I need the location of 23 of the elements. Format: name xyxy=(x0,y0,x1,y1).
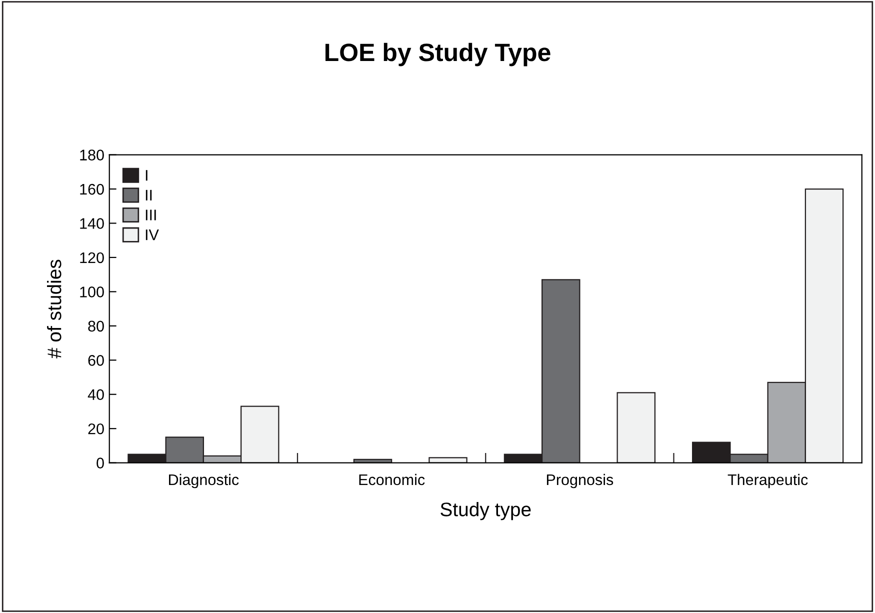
x-tick-label: Diagnostic xyxy=(169,474,239,488)
y-tick-label: 100 xyxy=(80,286,104,298)
y-tick-label: 140 xyxy=(80,218,104,229)
x-axis-title: Study type xyxy=(440,502,531,520)
y-tick-label: 120 xyxy=(80,252,104,264)
y-tick-label: 160 xyxy=(80,184,104,195)
y-tick-label: 80 xyxy=(88,320,104,332)
y-tick-label: 60 xyxy=(88,355,104,366)
bar xyxy=(428,457,468,463)
y-tick-label: 40 xyxy=(88,389,104,400)
legend-label: IV xyxy=(146,230,159,240)
x-tick-label: Prognosis xyxy=(546,474,614,488)
legend-label: I xyxy=(146,170,148,181)
chart-title: LOE by Study Type xyxy=(326,42,550,66)
legend-label: II xyxy=(146,190,152,200)
x-tick-label: Therapeutic xyxy=(728,474,808,488)
y-tick-label: 0 xyxy=(96,458,104,468)
y-tick-label: 180 xyxy=(80,150,104,160)
y-tick-label: 20 xyxy=(88,423,104,434)
y-axis-title: # of studies xyxy=(47,260,62,358)
legend-label: III xyxy=(146,210,156,220)
x-tick-label: Economic xyxy=(359,474,425,486)
bar xyxy=(616,392,656,463)
